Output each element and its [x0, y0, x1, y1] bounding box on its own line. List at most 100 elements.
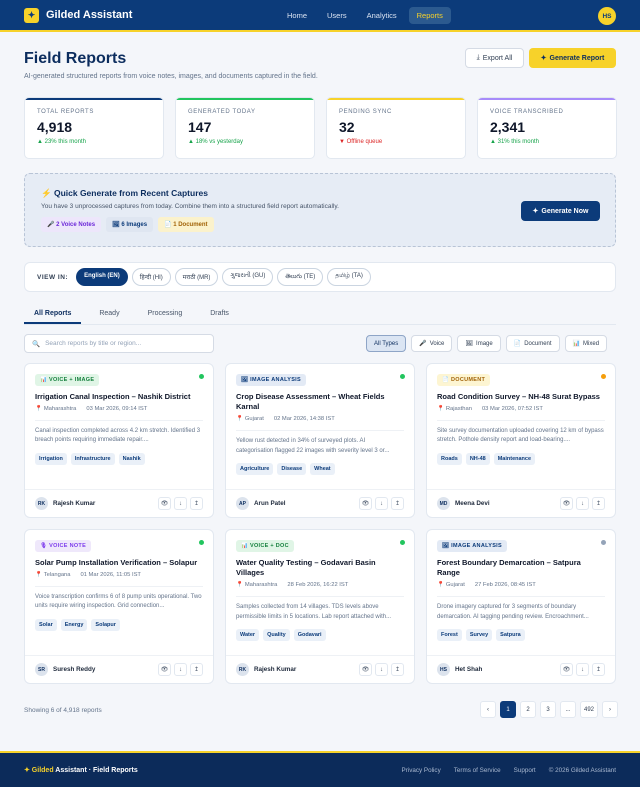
view-icon[interactable]: 👁 — [158, 497, 171, 510]
language-selector: VIEW IN: English (EN) हिन्दी (HI) मराठी (M… — [24, 262, 616, 292]
nav-link-reports[interactable]: Reports — [408, 7, 451, 24]
keyword-tag[interactable]: Disease — [277, 463, 307, 476]
nav-link-home[interactable]: Home — [287, 11, 308, 20]
card-actions: 👁 ↓ ↥ — [359, 497, 404, 510]
report-card[interactable]: 📊 VOICE + DOC Water Quality Testing – God… — [225, 529, 415, 684]
keyword-tag[interactable]: Godavari — [293, 629, 326, 642]
language-option[interactable]: ગુજરાતી (GU) — [222, 268, 274, 286]
keyword-tag[interactable]: Survey — [465, 629, 493, 642]
filter-mixed[interactable]: 📊 Mixed — [564, 335, 608, 352]
filter-all-types[interactable]: All Types — [366, 335, 407, 352]
keyword-tag[interactable]: Roads — [437, 453, 462, 466]
report-title[interactable]: Crop Disease Assessment – Wheat Fields K… — [236, 392, 385, 412]
report-title[interactable]: Forest Boundary Demarcation – Satpura Ra… — [437, 558, 581, 578]
generate-report-button[interactable]: ✦ Generate Report — [529, 48, 616, 68]
keyword-tag[interactable]: Wheat — [310, 463, 335, 476]
status-dot — [400, 540, 405, 545]
keyword-tag[interactable]: Forest — [437, 629, 462, 642]
filter-voice[interactable]: 🎤 Voice — [411, 335, 453, 352]
report-card[interactable]: 🖼 IMAGE ANALYSIS Crop Disease Assessment … — [225, 363, 415, 518]
keyword-tag[interactable]: Maintenance — [493, 453, 536, 466]
footer-link[interactable]: Terms of Service — [453, 766, 501, 774]
report-card[interactable]: 🖼 IMAGE ANALYSIS Forest Boundary Demarcat… — [426, 529, 616, 684]
user-avatar[interactable]: HS — [598, 7, 616, 25]
report-card[interactable]: 📄 DOCUMENT Road Condition Survey – NH-48 … — [426, 363, 616, 518]
type-icon: 🖼 — [241, 377, 251, 383]
share-icon[interactable]: ↥ — [190, 663, 203, 676]
search-input[interactable]: 🔍 Search reports by title or region... — [24, 334, 214, 353]
share-icon[interactable]: ↥ — [391, 663, 404, 676]
pin-icon: 📍 — [236, 416, 245, 423]
footer-link[interactable]: Support — [513, 766, 536, 774]
keyword-tag[interactable]: Nashik — [118, 453, 145, 466]
footer-link[interactable]: Privacy Policy — [401, 766, 441, 774]
divider — [437, 596, 605, 598]
export-all-button[interactable]: ⤓ Export All — [465, 48, 524, 68]
report-card[interactable]: 🎙 VOICE NOTE Solar Pump Installation Veri… — [24, 529, 214, 684]
share-icon[interactable]: ↥ — [391, 497, 404, 510]
view-icon[interactable]: 👁 — [560, 497, 573, 510]
page-button[interactable]: 3 — [540, 701, 556, 718]
keyword-tag[interactable]: Infrastructure — [70, 453, 115, 466]
download-icon: ⤓ — [476, 54, 480, 61]
page-button[interactable]: ‹ — [480, 701, 496, 718]
language-option[interactable]: English (EN) — [76, 268, 128, 286]
download-icon[interactable]: ↓ — [375, 497, 388, 510]
share-icon[interactable]: ↥ — [190, 497, 203, 510]
download-icon[interactable]: ↓ — [576, 663, 589, 676]
language-option[interactable]: తెలుగు (TE) — [277, 268, 324, 286]
keyword-tag[interactable]: Energy — [60, 619, 88, 632]
download-icon[interactable]: ↓ — [375, 663, 388, 676]
page-button[interactable]: 2 — [520, 701, 536, 718]
tab-all-reports[interactable]: All Reports — [24, 305, 82, 324]
download-icon[interactable]: ↓ — [576, 497, 589, 510]
download-icon[interactable]: ↓ — [174, 663, 187, 676]
report-title[interactable]: Water Quality Testing – Godavari Basin V… — [236, 558, 376, 578]
report-region: 📍 Telangana — [35, 572, 71, 578]
page-button[interactable]: 1 — [500, 701, 516, 718]
keyword-tag[interactable]: Solapur — [91, 619, 120, 632]
download-icon[interactable]: ↓ — [174, 497, 187, 510]
page-button[interactable]: › — [602, 701, 619, 718]
chip-document[interactable]: 📄 1 Document — [158, 217, 214, 232]
keyword-tag[interactable]: Irrigation — [35, 453, 67, 466]
report-title[interactable]: Solar Pump Installation Verification – S… — [35, 558, 198, 567]
chip-images[interactable]: 🖼 6 Images — [106, 217, 154, 232]
page-button[interactable]: 492 — [580, 701, 599, 718]
view-icon[interactable]: 👁 — [560, 663, 573, 676]
stat-card: Pending Sync 32 ▼ Offline queue — [326, 97, 466, 159]
share-icon[interactable]: ↥ — [592, 497, 605, 510]
view-icon[interactable]: 👁 — [359, 663, 372, 676]
keyword-tag[interactable]: Solar — [35, 619, 57, 632]
share-icon[interactable]: ↥ — [592, 663, 605, 676]
report-summary: Canal inspection completed across 4.2 km… — [35, 428, 201, 444]
tab-processing[interactable]: Processing — [147, 310, 183, 317]
chip-voice-notes[interactable]: 🎤 2 Voice Notes — [41, 217, 102, 232]
page-button[interactable]: ... — [560, 701, 576, 718]
sparkle-icon: ✦ — [532, 208, 539, 215]
filter-document[interactable]: 📄 Document — [505, 335, 560, 352]
stat-card: Generated Today 147 ▲ 18% vs yesterday — [175, 97, 315, 159]
view-icon[interactable]: 👁 — [158, 663, 171, 676]
type-icon: 🎙 — [40, 543, 50, 549]
card-actions: 👁 ↓ ↥ — [158, 497, 203, 510]
language-option[interactable]: हिन्दी (HI) — [131, 268, 171, 286]
tab-drafts[interactable]: Drafts — [210, 310, 229, 317]
report-title[interactable]: Road Condition Survey – NH-48 Surat Bypa… — [437, 392, 600, 401]
keyword-tag[interactable]: Agriculture — [236, 463, 274, 476]
language-option[interactable]: தமிழ் (TA) — [327, 268, 371, 286]
nav-link-users[interactable]: Users — [327, 11, 347, 20]
report-card[interactable]: 📊 VOICE + IMAGE Irrigation Canal Inspecti… — [24, 363, 214, 518]
tab-ready[interactable]: Ready — [99, 310, 120, 317]
keyword-tag[interactable]: Satpura — [496, 629, 525, 642]
keyword-tag[interactable]: NH-48 — [465, 453, 490, 466]
nav-link-analytics[interactable]: Analytics — [366, 11, 397, 20]
generate-now-button[interactable]: ✦ Generate Now — [521, 201, 600, 221]
filter-image[interactable]: 🖼 Image — [457, 335, 501, 352]
report-title[interactable]: Irrigation Canal Inspection – Nashik Dis… — [35, 392, 191, 401]
view-icon[interactable]: 👁 — [359, 497, 372, 510]
language-option[interactable]: मराठी (MR) — [174, 268, 219, 286]
keyword-tag[interactable]: Water — [236, 629, 260, 642]
keyword-tag[interactable]: Quality — [263, 629, 290, 642]
type-filters: All Types 🎤 Voice 🖼 Image 📄 Document 📊 Mixed — [366, 335, 608, 352]
